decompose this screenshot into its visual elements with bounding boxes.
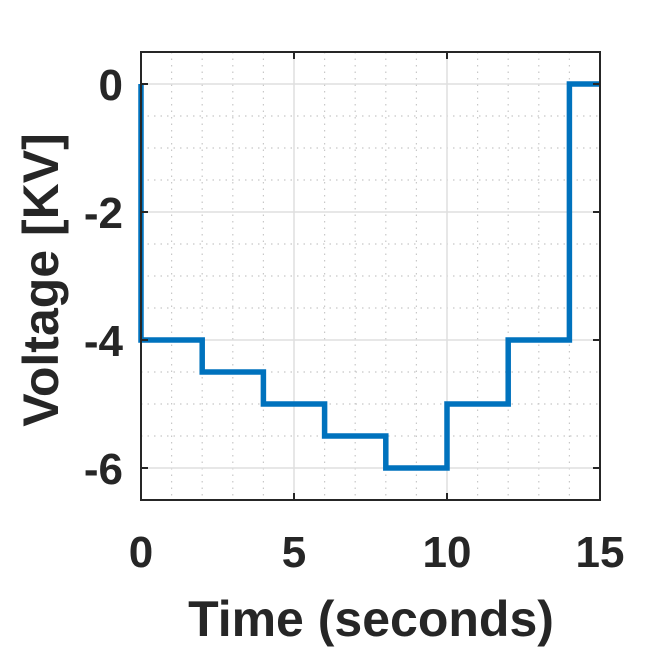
series-layer (138, 81, 600, 471)
x-tick-label: 10 (423, 528, 472, 577)
y-axis-label: Voltage [KV] (13, 133, 69, 427)
y-tick-label: 0 (99, 61, 123, 110)
x-tick-label: 5 (282, 528, 306, 577)
minor-grid (141, 51, 600, 501)
x-tick-label: 0 (129, 528, 153, 577)
x-axis-label: Time (seconds) (188, 591, 554, 647)
y-tick-label: -4 (84, 317, 124, 366)
tick-marks (140, 52, 601, 500)
tick-labels: 0 5 10 15 0 -2 -4 -6 (84, 61, 625, 577)
axes-box (140, 51, 601, 501)
x-tick-label: 15 (576, 528, 625, 577)
series-line-0 (138, 81, 600, 471)
y-tick-label: -6 (84, 445, 123, 494)
y-tick-label: -2 (84, 189, 123, 238)
